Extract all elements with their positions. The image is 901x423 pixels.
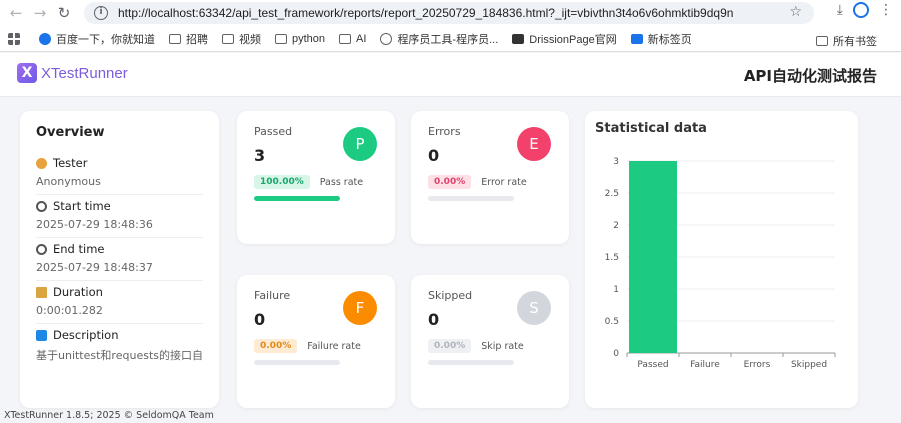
failure-rate-badge: 0.00%: [254, 339, 298, 353]
bookmark-folder-ai[interactable]: AI: [339, 33, 366, 45]
clock-icon: [36, 200, 47, 212]
overview-description: Description 基于unittest和requests的接口自动化测试: [36, 328, 203, 362]
new-tab-icon: [630, 33, 643, 44]
x-tick-label: Errors: [744, 360, 771, 370]
baidu-icon: [39, 32, 51, 45]
forward-icon[interactable]: →: [33, 4, 47, 22]
overview-card: Overview Tester Anonymous Start time 202…: [20, 111, 219, 408]
failure-card: Failure 0 F 0.00% Failure rate: [237, 275, 395, 408]
x-tick-label: Passed: [637, 360, 668, 370]
overview-start-time: Start time 2025-07-29 18:48:36: [36, 195, 203, 238]
bookmark-folder-video[interactable]: 视频: [222, 31, 261, 47]
passed-count: 3: [254, 146, 266, 165]
menu-icon[interactable]: ⋮: [879, 2, 893, 18]
error-rate-badge: 0.00%: [428, 175, 472, 189]
y-tick-label: 2.5: [605, 189, 619, 199]
bookmark-new-tab[interactable]: 新标签页: [630, 31, 692, 47]
x-tick-label: Failure: [690, 360, 720, 370]
y-tick-label: 0: [613, 349, 619, 359]
drissionpage-icon: [512, 33, 525, 44]
skipped-icon: S: [517, 291, 551, 325]
user-icon: [36, 157, 47, 169]
address-bar[interactable]: i http://localhost:63342/api_test_framew…: [84, 2, 814, 24]
failure-rate-bar: [254, 360, 340, 365]
skipped-count: 0: [428, 310, 440, 329]
pass-rate-badge: 100.00%: [254, 175, 310, 189]
apps-icon[interactable]: [8, 32, 25, 45]
passed-icon: P: [343, 127, 377, 161]
failure-icon: F: [343, 291, 377, 325]
bookmark-drissionpage[interactable]: DrissionPage官网: [512, 31, 617, 47]
pass-rate-bar: [254, 196, 340, 201]
y-tick-label: 3: [613, 157, 619, 167]
reload-icon[interactable]: ↻: [57, 4, 71, 22]
overview-tester: Tester Anonymous: [36, 152, 203, 195]
folder-icon: [816, 36, 828, 46]
folder-icon: [222, 33, 234, 44]
chart-card: Statistical data 0 0.5 1 1.5 2 2.5 3 Passed Fail…: [585, 111, 858, 408]
y-tick-label: 0.5: [605, 317, 619, 327]
compass-icon: [380, 32, 393, 45]
y-tick-label: 2: [613, 221, 619, 231]
bookmark-dev-tools[interactable]: 程序员工具-程序员...: [380, 31, 498, 47]
footer: XTestRunner 1.8.5; 2025 © SeldomQA Team: [4, 410, 214, 421]
skip-rate-badge: 0.00%: [428, 339, 472, 353]
app-header: X XTestRunner API自动化测试报告: [0, 53, 901, 97]
browser-toolbar: ← → ↻ i http://localhost:63342/api_test_…: [0, 0, 901, 26]
overview-duration: Duration 0:00:01.282: [36, 281, 203, 324]
skipped-card: Skipped 0 S 0.00% Skip rate: [411, 275, 569, 408]
url-text: http://localhost:63342/api_test_framewor…: [118, 6, 734, 20]
overview-title: Overview: [36, 125, 105, 140]
y-tick-label: 1.5: [605, 253, 619, 263]
folder-icon: [339, 33, 352, 44]
x-tick-label: Skipped: [791, 360, 827, 370]
download-icon[interactable]: ⤓: [836, 2, 843, 18]
errors-icon: E: [517, 127, 551, 161]
clock-icon: [36, 243, 47, 255]
logo-text: XTestRunner: [41, 65, 128, 82]
profile-icon[interactable]: [853, 2, 869, 18]
bar-passed: [629, 161, 677, 353]
logo-icon: X: [17, 63, 37, 83]
bar-chart: 0 0.5 1 1.5 2 2.5 3 Passed Failure Errors Skipped: [605, 157, 836, 370]
chart-title: Statistical data: [595, 121, 707, 136]
all-bookmarks[interactable]: 所有书签: [816, 33, 877, 49]
overview-end-time: End time 2025-07-29 18:48:37: [36, 238, 203, 281]
errors-card: Errors 0 E 0.00% Error rate: [411, 111, 569, 244]
folder-icon: [169, 33, 181, 44]
bookmark-folder-python[interactable]: python: [275, 33, 325, 45]
bookmark-star-icon[interactable]: ☆: [789, 4, 802, 20]
info-icon: [36, 329, 47, 341]
folder-icon: [275, 33, 287, 44]
bookmarks-bar: 百度一下，你就知道 招聘 视频 python AI 程序员工具-程序员... D…: [0, 26, 901, 52]
bookmark-folder-jobs[interactable]: 招聘: [169, 31, 208, 47]
y-tick-label: 1: [613, 285, 619, 295]
back-icon[interactable]: ←: [9, 4, 23, 22]
bookmark-baidu[interactable]: 百度一下，你就知道: [39, 31, 155, 47]
passed-card: Passed 3 P 100.00% Pass rate: [237, 111, 395, 244]
hourglass-icon: [36, 286, 47, 298]
error-rate-bar: [428, 196, 514, 201]
skip-rate-bar: [428, 360, 514, 365]
errors-count: 0: [428, 146, 440, 165]
site-info-icon[interactable]: i: [94, 6, 108, 20]
report-title: API自动化测试报告: [743, 67, 877, 85]
failure-count: 0: [254, 310, 266, 329]
